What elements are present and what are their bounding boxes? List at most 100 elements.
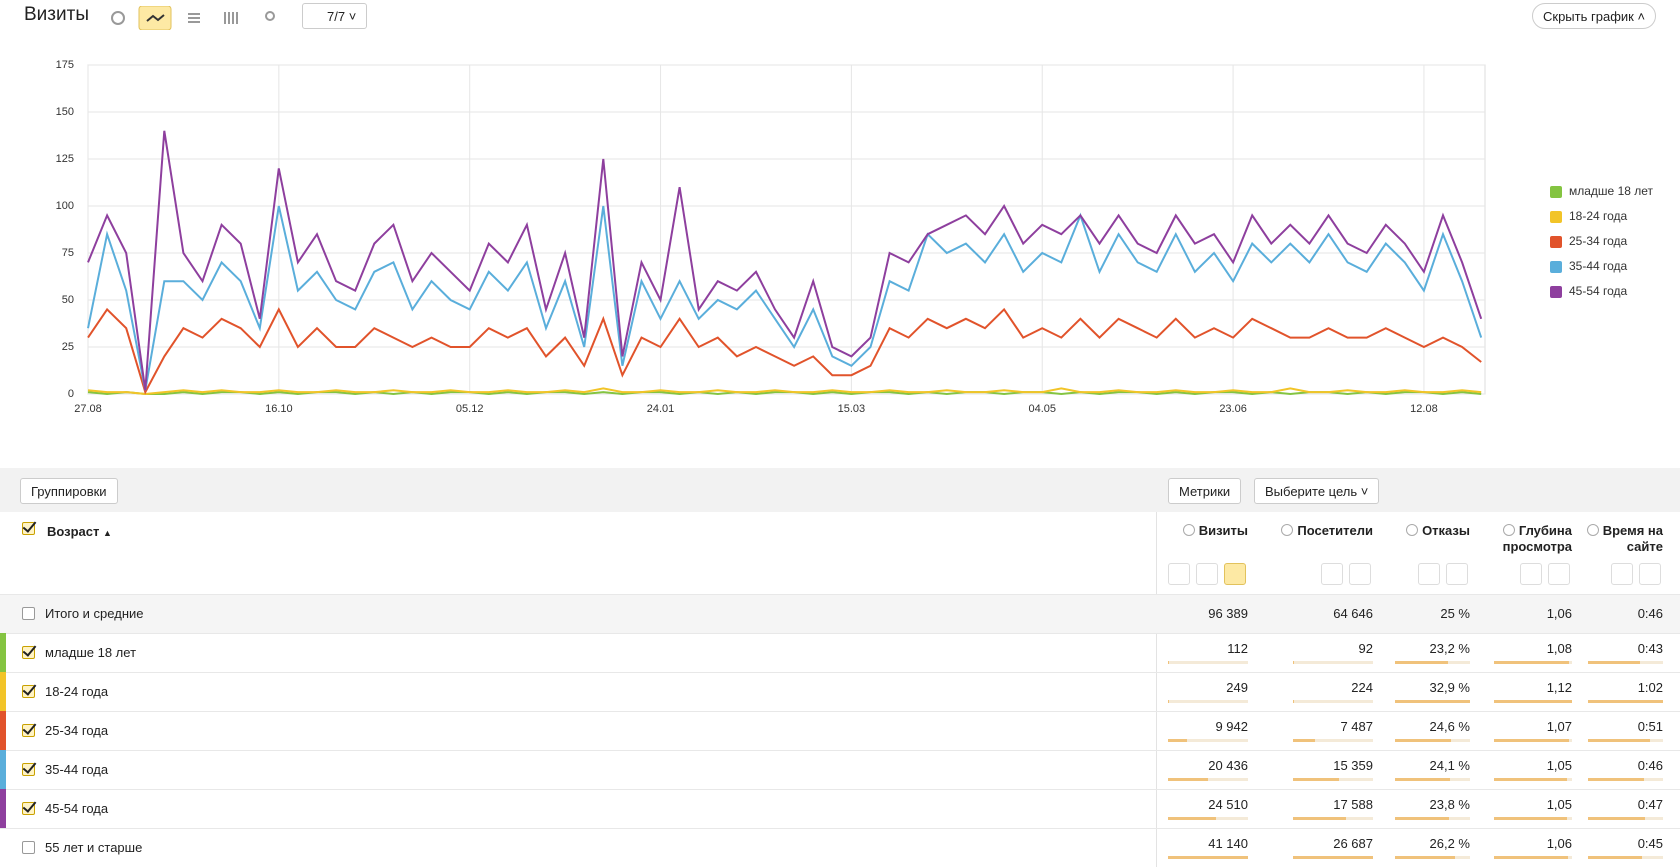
row-label: 18-24 года bbox=[45, 684, 108, 699]
hide-chart-button[interactable]: Скрыть график ˄ bbox=[1532, 3, 1656, 29]
share-bar bbox=[1293, 778, 1339, 781]
column-tool-button[interactable] bbox=[1168, 563, 1190, 585]
share-bar bbox=[1168, 778, 1208, 781]
metrics-button[interactable]: Метрики bbox=[1168, 478, 1241, 504]
y-tick-label: 125 bbox=[56, 153, 74, 165]
row-checkbox[interactable] bbox=[22, 607, 35, 620]
help-icon[interactable] bbox=[1281, 524, 1293, 536]
share-bar bbox=[1494, 856, 1568, 859]
map-icon[interactable] bbox=[266, 12, 274, 20]
share-bar bbox=[1588, 817, 1645, 820]
groupings-button[interactable]: Группировки bbox=[20, 478, 118, 504]
share-track bbox=[1168, 661, 1248, 664]
row-checkbox[interactable] bbox=[22, 841, 35, 854]
column-title[interactable]: Время на сайте bbox=[1603, 523, 1663, 554]
legend-label: 25-34 года bbox=[1569, 234, 1628, 248]
column-tool-button[interactable] bbox=[1418, 563, 1440, 585]
legend-swatch bbox=[1550, 186, 1562, 198]
row-label: Итого и средние bbox=[45, 606, 143, 621]
column-tool-button[interactable] bbox=[1446, 563, 1468, 585]
chart-type-switcher[interactable] bbox=[108, 6, 278, 30]
help-icon[interactable] bbox=[1587, 524, 1599, 536]
cell-value: 0:45 bbox=[1543, 836, 1663, 851]
column-tool-button[interactable] bbox=[1196, 563, 1218, 585]
x-tick-label: 16.10 bbox=[265, 403, 293, 415]
share-bar bbox=[1588, 778, 1644, 781]
help-icon[interactable] bbox=[1503, 524, 1515, 536]
legend-label: 35-44 года bbox=[1569, 259, 1628, 273]
column-header: Визиты bbox=[1148, 523, 1248, 539]
series-line bbox=[88, 206, 1481, 390]
column-tool-button[interactable] bbox=[1611, 563, 1633, 585]
row-checkbox[interactable] bbox=[22, 763, 35, 776]
row-color-stripe bbox=[0, 789, 6, 828]
legend-swatch bbox=[1550, 286, 1562, 298]
share-bar bbox=[1293, 700, 1294, 703]
row-color-stripe bbox=[0, 672, 6, 711]
share-bar bbox=[1395, 856, 1455, 859]
row-checkbox[interactable] bbox=[22, 724, 35, 737]
goal-button[interactable]: Выберите цель ˅ bbox=[1254, 478, 1379, 504]
y-tick-label: 150 bbox=[56, 106, 74, 118]
legend-swatch bbox=[1550, 236, 1562, 248]
share-track bbox=[1293, 661, 1373, 664]
column-title[interactable]: Визиты bbox=[1199, 523, 1248, 538]
column-tool-button[interactable] bbox=[1321, 563, 1343, 585]
column-title[interactable]: Отказы bbox=[1422, 523, 1470, 538]
x-tick-label: 12.08 bbox=[1410, 403, 1438, 415]
cell-value: 0:46 bbox=[1543, 606, 1663, 621]
share-bar bbox=[1395, 778, 1450, 781]
notes-count: 7/7 bbox=[327, 9, 345, 24]
cell-value: 20 436 bbox=[1128, 758, 1248, 773]
area-icon[interactable] bbox=[188, 14, 200, 22]
share-bar bbox=[1494, 700, 1572, 703]
y-tick-label: 50 bbox=[62, 294, 74, 306]
legend-swatch bbox=[1550, 211, 1562, 223]
sort-indicator: ▲ bbox=[103, 528, 112, 538]
legend-label: младше 18 лет bbox=[1569, 184, 1654, 198]
column-tool-button[interactable] bbox=[1639, 563, 1661, 585]
row-checkbox[interactable] bbox=[22, 685, 35, 698]
pie-icon[interactable] bbox=[112, 12, 124, 24]
row-checkbox[interactable] bbox=[22, 802, 35, 815]
share-bar bbox=[1168, 817, 1216, 820]
cell-value: 112 bbox=[1128, 641, 1248, 656]
row-label: младше 18 лет bbox=[45, 645, 136, 660]
column-title[interactable]: Посетители bbox=[1297, 523, 1373, 538]
row-label: 45-54 года bbox=[45, 801, 108, 816]
column-tool-button[interactable] bbox=[1548, 563, 1570, 585]
column-header: Время на сайте bbox=[1563, 523, 1663, 555]
cell-value: 1:02 bbox=[1543, 680, 1663, 695]
cell-value: 0:43 bbox=[1543, 641, 1663, 656]
cell-value: 96 389 bbox=[1128, 606, 1248, 621]
help-icon[interactable] bbox=[1183, 524, 1195, 536]
row-color-stripe bbox=[0, 633, 6, 672]
column-tool-button[interactable] bbox=[1520, 563, 1542, 585]
share-bar bbox=[1293, 817, 1346, 820]
y-tick-label: 100 bbox=[56, 200, 74, 212]
row-label: 25-34 года bbox=[45, 723, 108, 738]
help-icon[interactable] bbox=[1406, 524, 1418, 536]
row-label: 55 лет и старше bbox=[45, 840, 142, 855]
dimension-name: Возраст bbox=[47, 524, 99, 539]
row-checkbox[interactable] bbox=[22, 646, 35, 659]
dimension-header[interactable]: Возраст ▲ bbox=[47, 524, 112, 539]
cell-value: 0:46 bbox=[1543, 758, 1663, 773]
share-bar bbox=[1588, 856, 1642, 859]
legend-label: 18-24 года bbox=[1569, 209, 1628, 223]
share-bar bbox=[1293, 739, 1315, 742]
share-bar bbox=[1395, 661, 1448, 664]
select-all-checkbox[interactable] bbox=[22, 522, 35, 535]
x-tick-label: 15.03 bbox=[838, 403, 866, 415]
hide-chart-label: Скрыть график bbox=[1543, 9, 1634, 24]
x-tick-label: 23.06 bbox=[1219, 403, 1247, 415]
cell-value: 9 942 bbox=[1128, 719, 1248, 734]
column-tool-button[interactable] bbox=[1224, 563, 1246, 585]
bars-icon[interactable] bbox=[225, 12, 237, 24]
x-tick-label: 27.08 bbox=[74, 403, 102, 415]
column-tool-button[interactable] bbox=[1349, 563, 1371, 585]
notes-button[interactable]: 7/7 ˅ bbox=[302, 3, 367, 29]
share-track bbox=[1168, 700, 1248, 703]
legend-swatch bbox=[1550, 261, 1562, 273]
